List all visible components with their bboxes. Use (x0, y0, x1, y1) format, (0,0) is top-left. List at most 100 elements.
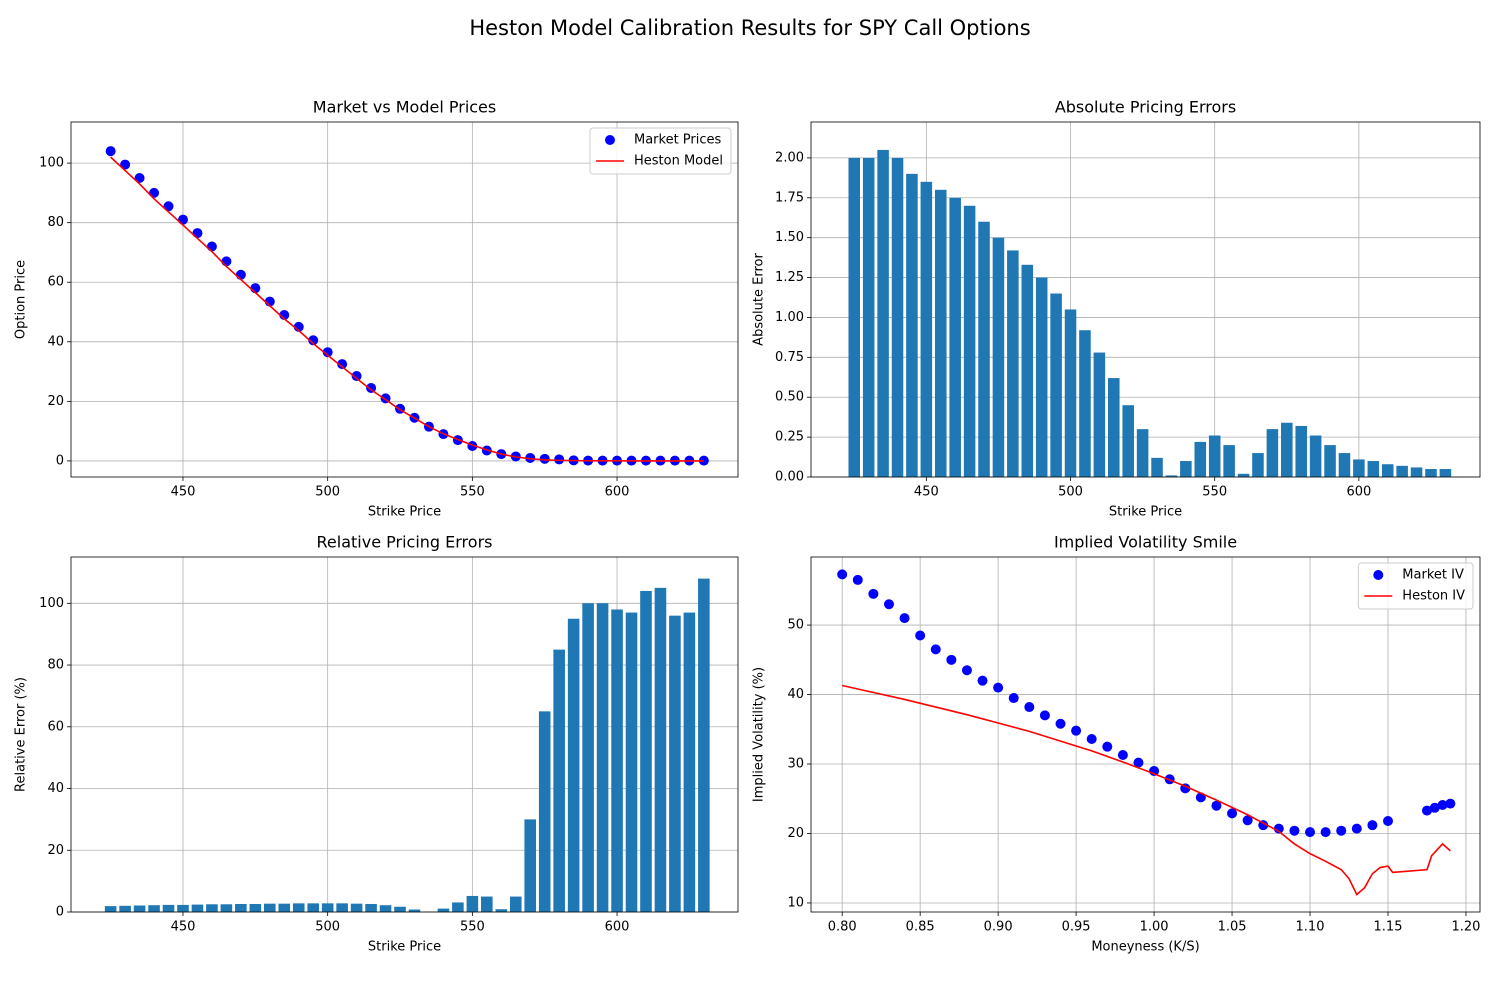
marker (977, 675, 988, 686)
y-tick-label: 0.25 (775, 430, 804, 445)
x-tick-label: 500 (315, 920, 340, 935)
marker (351, 371, 362, 382)
marker (322, 347, 333, 358)
bar (978, 221, 990, 477)
marker (1086, 734, 1097, 745)
marker (1429, 802, 1440, 813)
legend-label: Market Prices (634, 133, 722, 148)
marker (868, 588, 879, 599)
bar (1151, 457, 1163, 477)
marker (1071, 725, 1082, 736)
bar (1237, 473, 1250, 477)
y-tick-label: 30 (787, 757, 804, 772)
y-tick-label: 20 (47, 843, 64, 858)
marker (1242, 815, 1253, 826)
plot-area (71, 557, 738, 912)
legend-label: Market IV (1402, 568, 1464, 583)
y-tick-label: 40 (787, 687, 804, 702)
x-tick-label: 550 (1202, 485, 1227, 500)
x-tick-label: 0.95 (1062, 920, 1091, 935)
bar (1079, 330, 1091, 477)
bar (1035, 277, 1048, 477)
marker (1336, 825, 1347, 836)
axes-title: Implied Volatility Smile (1054, 533, 1237, 552)
bar (191, 904, 204, 912)
bar (495, 909, 508, 912)
bar (1208, 435, 1221, 477)
bar (1050, 293, 1062, 477)
x-tick-label: 1.00 (1140, 920, 1169, 935)
legend (589, 127, 732, 175)
bar (133, 905, 146, 912)
y-tick-label: 100 (39, 156, 64, 171)
marker (1305, 827, 1316, 838)
x-axis-label: Strike Price (368, 940, 441, 955)
marker (525, 452, 536, 463)
bar (509, 896, 522, 912)
x-tick-label: 450 (171, 920, 196, 935)
bar (104, 906, 117, 912)
x-axis-label: Strike Price (1109, 505, 1182, 520)
bar (1180, 461, 1192, 477)
bar (567, 618, 580, 912)
x-tick-label: 1.20 (1451, 920, 1480, 935)
y-tick-label: 40 (47, 334, 64, 349)
bar (1252, 453, 1264, 477)
marker (1102, 741, 1113, 752)
bar (654, 587, 667, 912)
bar (408, 909, 421, 912)
bar (1295, 425, 1307, 477)
x-tick-label: 550 (460, 920, 485, 935)
bar (949, 197, 961, 478)
bar (992, 237, 1005, 477)
marker (1055, 718, 1066, 729)
marker (1289, 825, 1300, 836)
bar (206, 904, 218, 912)
y-tick-label: 60 (47, 275, 64, 290)
bar (1353, 459, 1365, 477)
marker (1024, 702, 1035, 713)
marker (1382, 815, 1393, 826)
marker (177, 214, 188, 225)
x-tick-label: 1.05 (1218, 920, 1247, 935)
marker (915, 630, 926, 641)
bar (1223, 445, 1235, 477)
bar (162, 904, 175, 912)
bar (524, 819, 537, 912)
bar (934, 189, 947, 477)
axes-frame (70, 121, 739, 478)
legend-label: Heston Model (634, 154, 723, 169)
bar (906, 173, 918, 477)
y-tick-label: 80 (47, 658, 64, 673)
axes-frame (810, 121, 1481, 478)
bar (1093, 352, 1106, 477)
y-tick-label: 0 (56, 905, 64, 920)
bar (683, 612, 696, 912)
y-tick-label: 80 (47, 215, 64, 230)
bar (350, 903, 363, 912)
bar (1122, 405, 1134, 477)
marker (1437, 800, 1448, 811)
marker (993, 682, 1004, 693)
y-tick-label: 0.00 (775, 470, 804, 485)
bar (625, 612, 638, 912)
y-tick-label: 1.25 (775, 270, 804, 285)
bar (321, 903, 334, 912)
marker (1258, 820, 1269, 831)
marker (1039, 710, 1050, 721)
x-tick-label: 600 (605, 485, 630, 500)
bar (848, 157, 861, 478)
axes-title: Absolute Pricing Errors (1055, 98, 1236, 117)
marker (1133, 757, 1144, 768)
bar (119, 905, 131, 912)
bar (582, 603, 594, 912)
y-tick-label: 1.75 (775, 190, 804, 205)
marker (134, 172, 145, 183)
y-axis-label: Implied Volatility (%) (752, 667, 767, 802)
x-tick-label: 1.15 (1374, 920, 1403, 935)
marker (105, 146, 116, 157)
marker (1227, 808, 1238, 819)
bar (307, 903, 319, 912)
marker (852, 574, 863, 585)
